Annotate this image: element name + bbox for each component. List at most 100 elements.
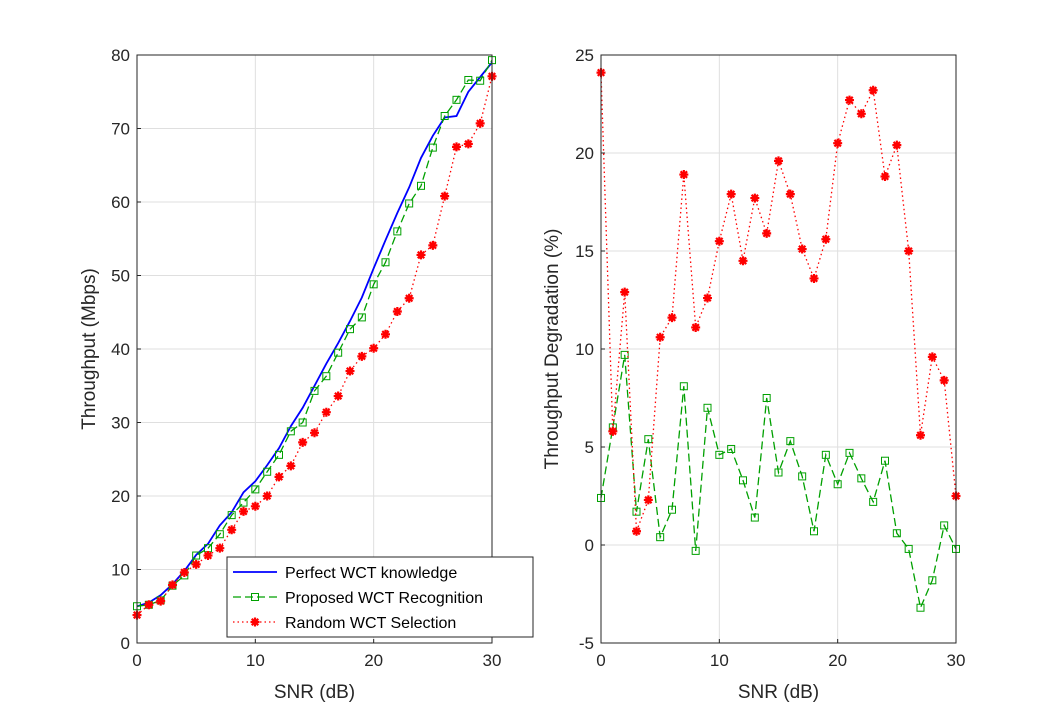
chart1-ytick-label: 20 xyxy=(111,487,130,506)
chart2-data-point xyxy=(797,244,807,254)
chart2-data-point xyxy=(809,273,819,283)
chart2-data-point xyxy=(928,576,937,585)
chart2-data-point xyxy=(679,382,688,391)
chart1-data-point xyxy=(227,525,237,535)
chart2-data-point xyxy=(714,236,724,246)
chart2-data-point xyxy=(940,521,949,530)
chart1-data-point xyxy=(464,75,473,84)
chart1-data-point xyxy=(322,372,331,381)
chart1-data-point xyxy=(393,227,402,236)
chart1-data-point xyxy=(191,559,201,569)
chart1-xtick-label: 0 xyxy=(132,651,141,670)
chart1-data-point xyxy=(192,551,201,560)
chart1-data-point xyxy=(251,485,260,494)
chart2-data-point xyxy=(750,193,760,203)
chart1-data-point xyxy=(404,293,414,303)
chart1-data-point xyxy=(452,142,461,152)
chart1-ytick-label: 70 xyxy=(111,120,130,139)
chart1-data-point xyxy=(463,139,473,149)
chart1-data-point xyxy=(333,391,343,401)
chart1-series-0 xyxy=(136,61,493,608)
chart2-data-point xyxy=(691,546,700,555)
chart1-data-point xyxy=(417,181,425,190)
chart2-xtick-label: 0 xyxy=(596,651,605,670)
chart1-data-point xyxy=(334,348,343,357)
legend-label: Proposed WCT Recognition xyxy=(285,590,483,607)
chart1-data-point xyxy=(369,343,379,353)
chart1-data-point xyxy=(239,498,248,507)
chart2-data-point xyxy=(892,140,902,150)
legend-swatch-marker xyxy=(251,593,259,601)
chart1-data-point xyxy=(416,250,426,260)
chart2-xtick-label: 10 xyxy=(710,651,729,670)
chart2-data-point xyxy=(881,456,889,465)
chart2-data-point xyxy=(856,109,866,119)
legend-swatch-marker xyxy=(250,617,260,627)
chart1-data-point xyxy=(440,112,449,121)
chart2-data-point xyxy=(739,476,747,485)
chart1-data-point xyxy=(156,596,166,606)
chart1-data-point xyxy=(203,551,213,561)
chart2-data-point xyxy=(845,95,854,105)
legend-label: Perfect WCT knowledge xyxy=(285,565,457,582)
chart2-data-point xyxy=(726,189,736,199)
chart1-data-point xyxy=(452,95,461,104)
chart2-data-point xyxy=(774,156,783,166)
chart1-data-point xyxy=(440,191,450,201)
chart1-data-point xyxy=(250,501,260,511)
legend-item: Perfect WCT knowledge xyxy=(233,565,457,582)
chart2-data-point xyxy=(668,505,676,514)
chart2-xlabel: SNR (dB) xyxy=(738,682,819,703)
chart2-ytick-label: 5 xyxy=(585,438,594,457)
chart1-data-point xyxy=(476,76,485,85)
chart1-ytick-label: 80 xyxy=(111,46,130,65)
chart1-data-point xyxy=(321,407,331,417)
chart2-data-point xyxy=(821,450,830,459)
chart2-data-point xyxy=(786,437,795,446)
chart2-xtick-label: 20 xyxy=(828,651,847,670)
chart1-ytick-label: 0 xyxy=(121,634,130,653)
chart1-data-point xyxy=(475,118,485,128)
chart1-xtick-label: 30 xyxy=(483,651,502,670)
chart1-data-point xyxy=(215,530,224,539)
chart1-data-point xyxy=(179,567,189,577)
chart1-data-point xyxy=(263,467,272,476)
chart1-data-point xyxy=(298,418,307,427)
chart2-data-point xyxy=(679,170,689,180)
chart2-series-line-0 xyxy=(600,354,957,610)
chart2-data-point xyxy=(798,472,807,481)
chart2-data-point xyxy=(833,480,842,489)
chart2-data-point xyxy=(750,513,759,522)
chart2-data-point xyxy=(620,350,629,359)
chart2-ytick-label: -5 xyxy=(579,634,594,653)
chart1-data-point xyxy=(357,313,366,322)
chart2-data-point xyxy=(715,450,724,459)
legend-item: Random WCT Selection xyxy=(233,615,456,632)
chart1-ytick-label: 40 xyxy=(111,340,130,359)
chart1-data-point xyxy=(428,240,438,250)
chart1-ylabel: Throughput (Mbps) xyxy=(79,268,100,430)
chart1-ytick-label: 10 xyxy=(111,561,130,580)
chart2-data-point xyxy=(868,85,878,95)
chart1-xlabel: SNR (dB) xyxy=(274,682,355,703)
legend-item: Proposed WCT Recognition xyxy=(233,590,483,607)
chart1-data-point xyxy=(392,307,402,317)
chart2-data-point xyxy=(703,293,712,303)
chart2-data-point xyxy=(916,430,925,440)
chart2-data-point xyxy=(727,444,736,453)
chart1-data-point xyxy=(168,580,177,590)
chart2-data-point xyxy=(632,526,641,536)
chart2-data-point xyxy=(608,426,618,436)
chart1-data-point xyxy=(346,325,354,334)
chart2-data-point xyxy=(916,603,925,612)
chart2-data-point xyxy=(643,495,653,505)
chart1-data-point xyxy=(227,511,236,520)
chart2-data-point xyxy=(632,507,641,516)
chart1-data-point xyxy=(262,491,272,501)
chart1-data-point xyxy=(275,450,283,459)
chart1-data-point xyxy=(215,543,225,553)
chart2-ytick-label: 10 xyxy=(575,340,594,359)
chart2-data-point xyxy=(691,322,701,332)
chart2-xtick-label: 30 xyxy=(947,651,966,670)
